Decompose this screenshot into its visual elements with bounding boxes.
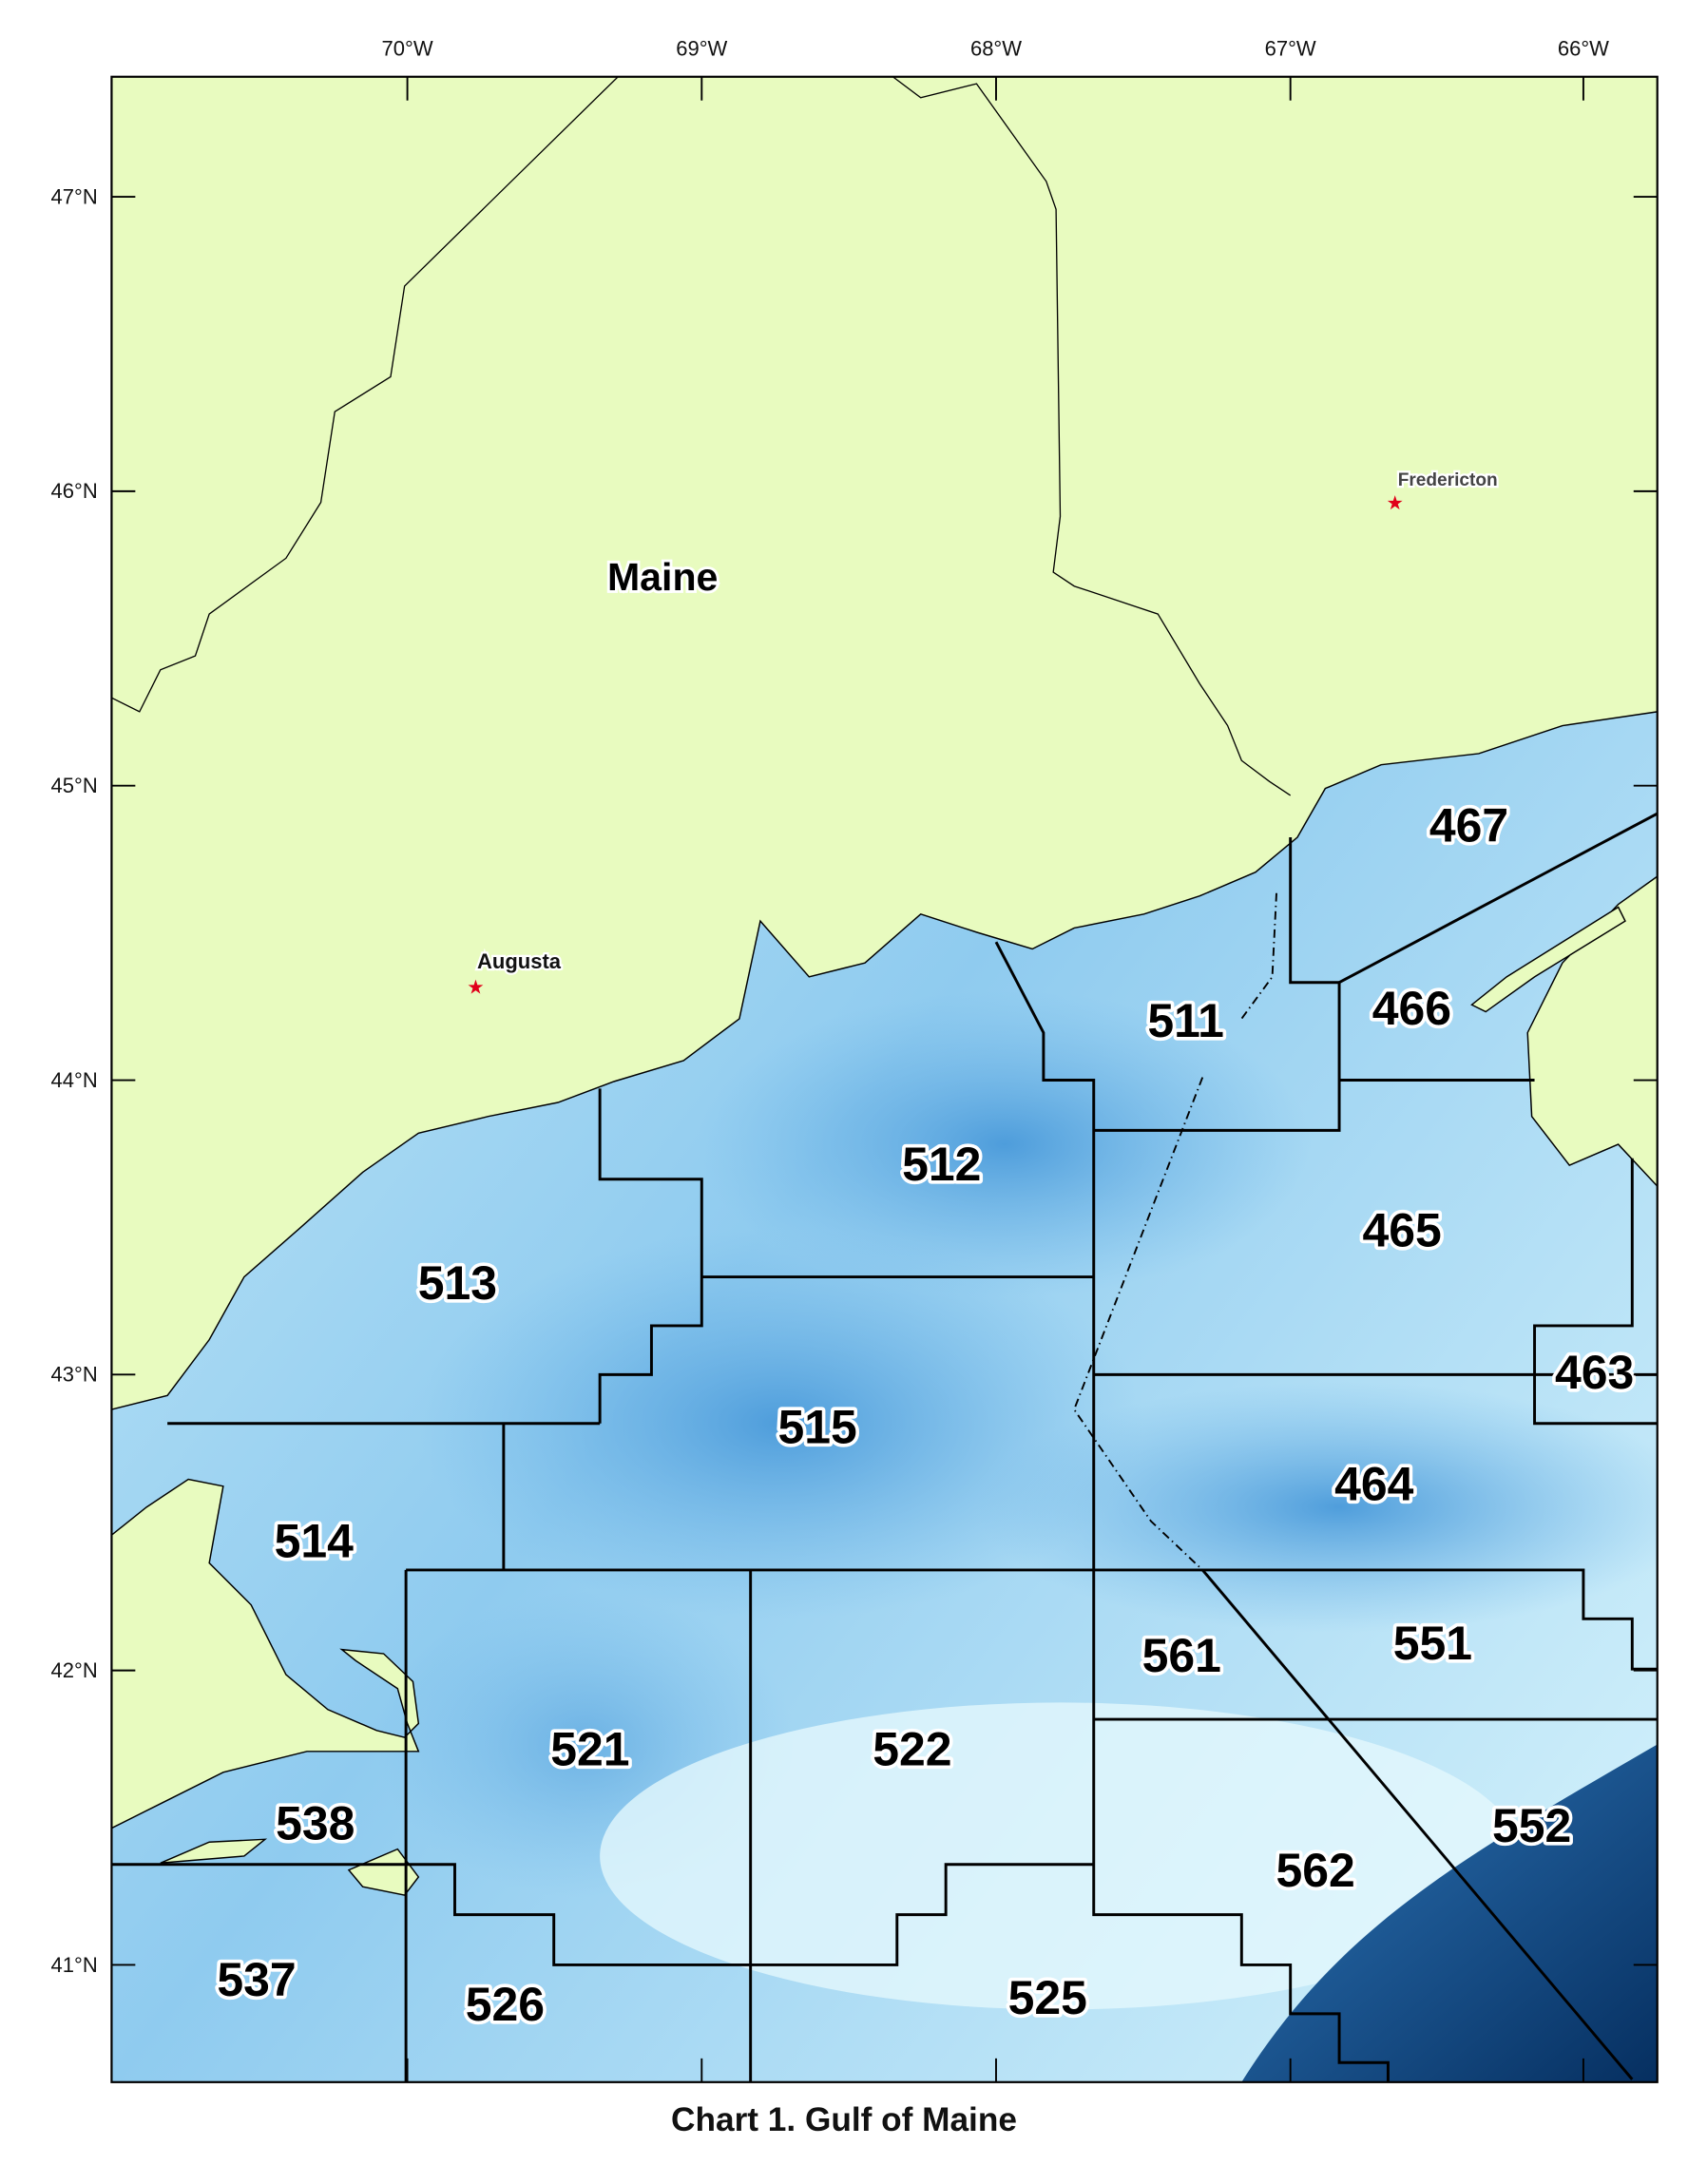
map-body: 467 466 511 465 512 513 463 515 464 514 561 551 521 5… bbox=[111, 76, 1658, 2082]
latitude-label: 42°N bbox=[51, 1658, 98, 1682]
area-label-562: 562 bbox=[1276, 1844, 1354, 1897]
georges-basin bbox=[976, 1381, 1658, 1633]
land-nantucket bbox=[347, 1848, 420, 1896]
latitude-label: 41°N bbox=[51, 1953, 98, 1977]
area-label-522: 522 bbox=[873, 1722, 951, 1775]
area-label-552: 552 bbox=[1492, 1799, 1571, 1852]
continental-slope bbox=[1241, 1744, 1658, 2082]
maine-new-brunswick-border bbox=[892, 76, 1292, 796]
area-label-551: 551 bbox=[1393, 1617, 1472, 1670]
latitude-label: 44°N bbox=[51, 1068, 98, 1092]
area-label-467: 467 bbox=[1429, 798, 1508, 852]
star-icon: ★ bbox=[467, 975, 484, 998]
longitude-label: 70°W bbox=[382, 37, 433, 61]
area-label-463: 463 bbox=[1555, 1346, 1634, 1399]
area-label-525: 525 bbox=[1008, 1971, 1087, 2024]
statistical-area-boundaries bbox=[111, 812, 1658, 2082]
area-label-521: 521 bbox=[550, 1722, 629, 1775]
area-label-513: 513 bbox=[418, 1256, 497, 1310]
state-label-maine: Maine bbox=[607, 555, 718, 599]
star-icon: ★ bbox=[1387, 491, 1404, 514]
city-label-augusta: Augusta bbox=[477, 949, 562, 973]
jordan-basin bbox=[697, 990, 1312, 1298]
area-label-561: 561 bbox=[1142, 1629, 1221, 1682]
latitude-label: 45°N bbox=[51, 774, 98, 797]
area-label-464: 464 bbox=[1334, 1457, 1413, 1510]
hague-line bbox=[1073, 1077, 1204, 1571]
maine-canada-border bbox=[111, 76, 619, 713]
area-label-538: 538 bbox=[276, 1796, 355, 1849]
latitude-label: 43°N bbox=[51, 1363, 98, 1387]
land-grand-manan bbox=[1470, 906, 1626, 1013]
land-massachusetts bbox=[111, 1478, 420, 1830]
latitude-label: 46°N bbox=[51, 479, 98, 503]
longitude-label: 68°W bbox=[970, 37, 1022, 61]
georges-bank bbox=[600, 1702, 1521, 2010]
city-label-fredericton: Fredericton bbox=[1398, 470, 1498, 490]
axis-ticks: 70°W 69°W 68°W 67°W 66°W 47°N 46°N 45°N 44°N 43°N… bbox=[51, 37, 1658, 2082]
area-label-515: 515 bbox=[777, 1400, 856, 1453]
area-label-465: 465 bbox=[1362, 1203, 1441, 1256]
land-marthas-vineyard bbox=[160, 1838, 268, 1865]
area-label-514: 514 bbox=[275, 1515, 354, 1568]
area-label-537: 537 bbox=[217, 1953, 296, 2006]
area-label-526: 526 bbox=[466, 1978, 545, 2031]
area-label-511: 511 bbox=[1147, 994, 1223, 1047]
latitude-label: 47°N bbox=[51, 184, 98, 208]
wilkinson-basin bbox=[418, 1228, 1144, 1619]
longitude-label: 69°W bbox=[676, 37, 727, 61]
chart-caption: Chart 1. Gulf of Maine bbox=[671, 2101, 1017, 2138]
area-labels: 467 466 511 465 512 513 463 515 464 514 561 551 521 5… bbox=[214, 795, 1638, 2035]
longitude-label: 67°W bbox=[1265, 37, 1316, 61]
longitude-label: 66°W bbox=[1558, 37, 1609, 61]
area-label-466: 466 bbox=[1372, 982, 1451, 1035]
area-label-512: 512 bbox=[902, 1138, 981, 1191]
land-maine-new-brunswick bbox=[111, 76, 1658, 1410]
